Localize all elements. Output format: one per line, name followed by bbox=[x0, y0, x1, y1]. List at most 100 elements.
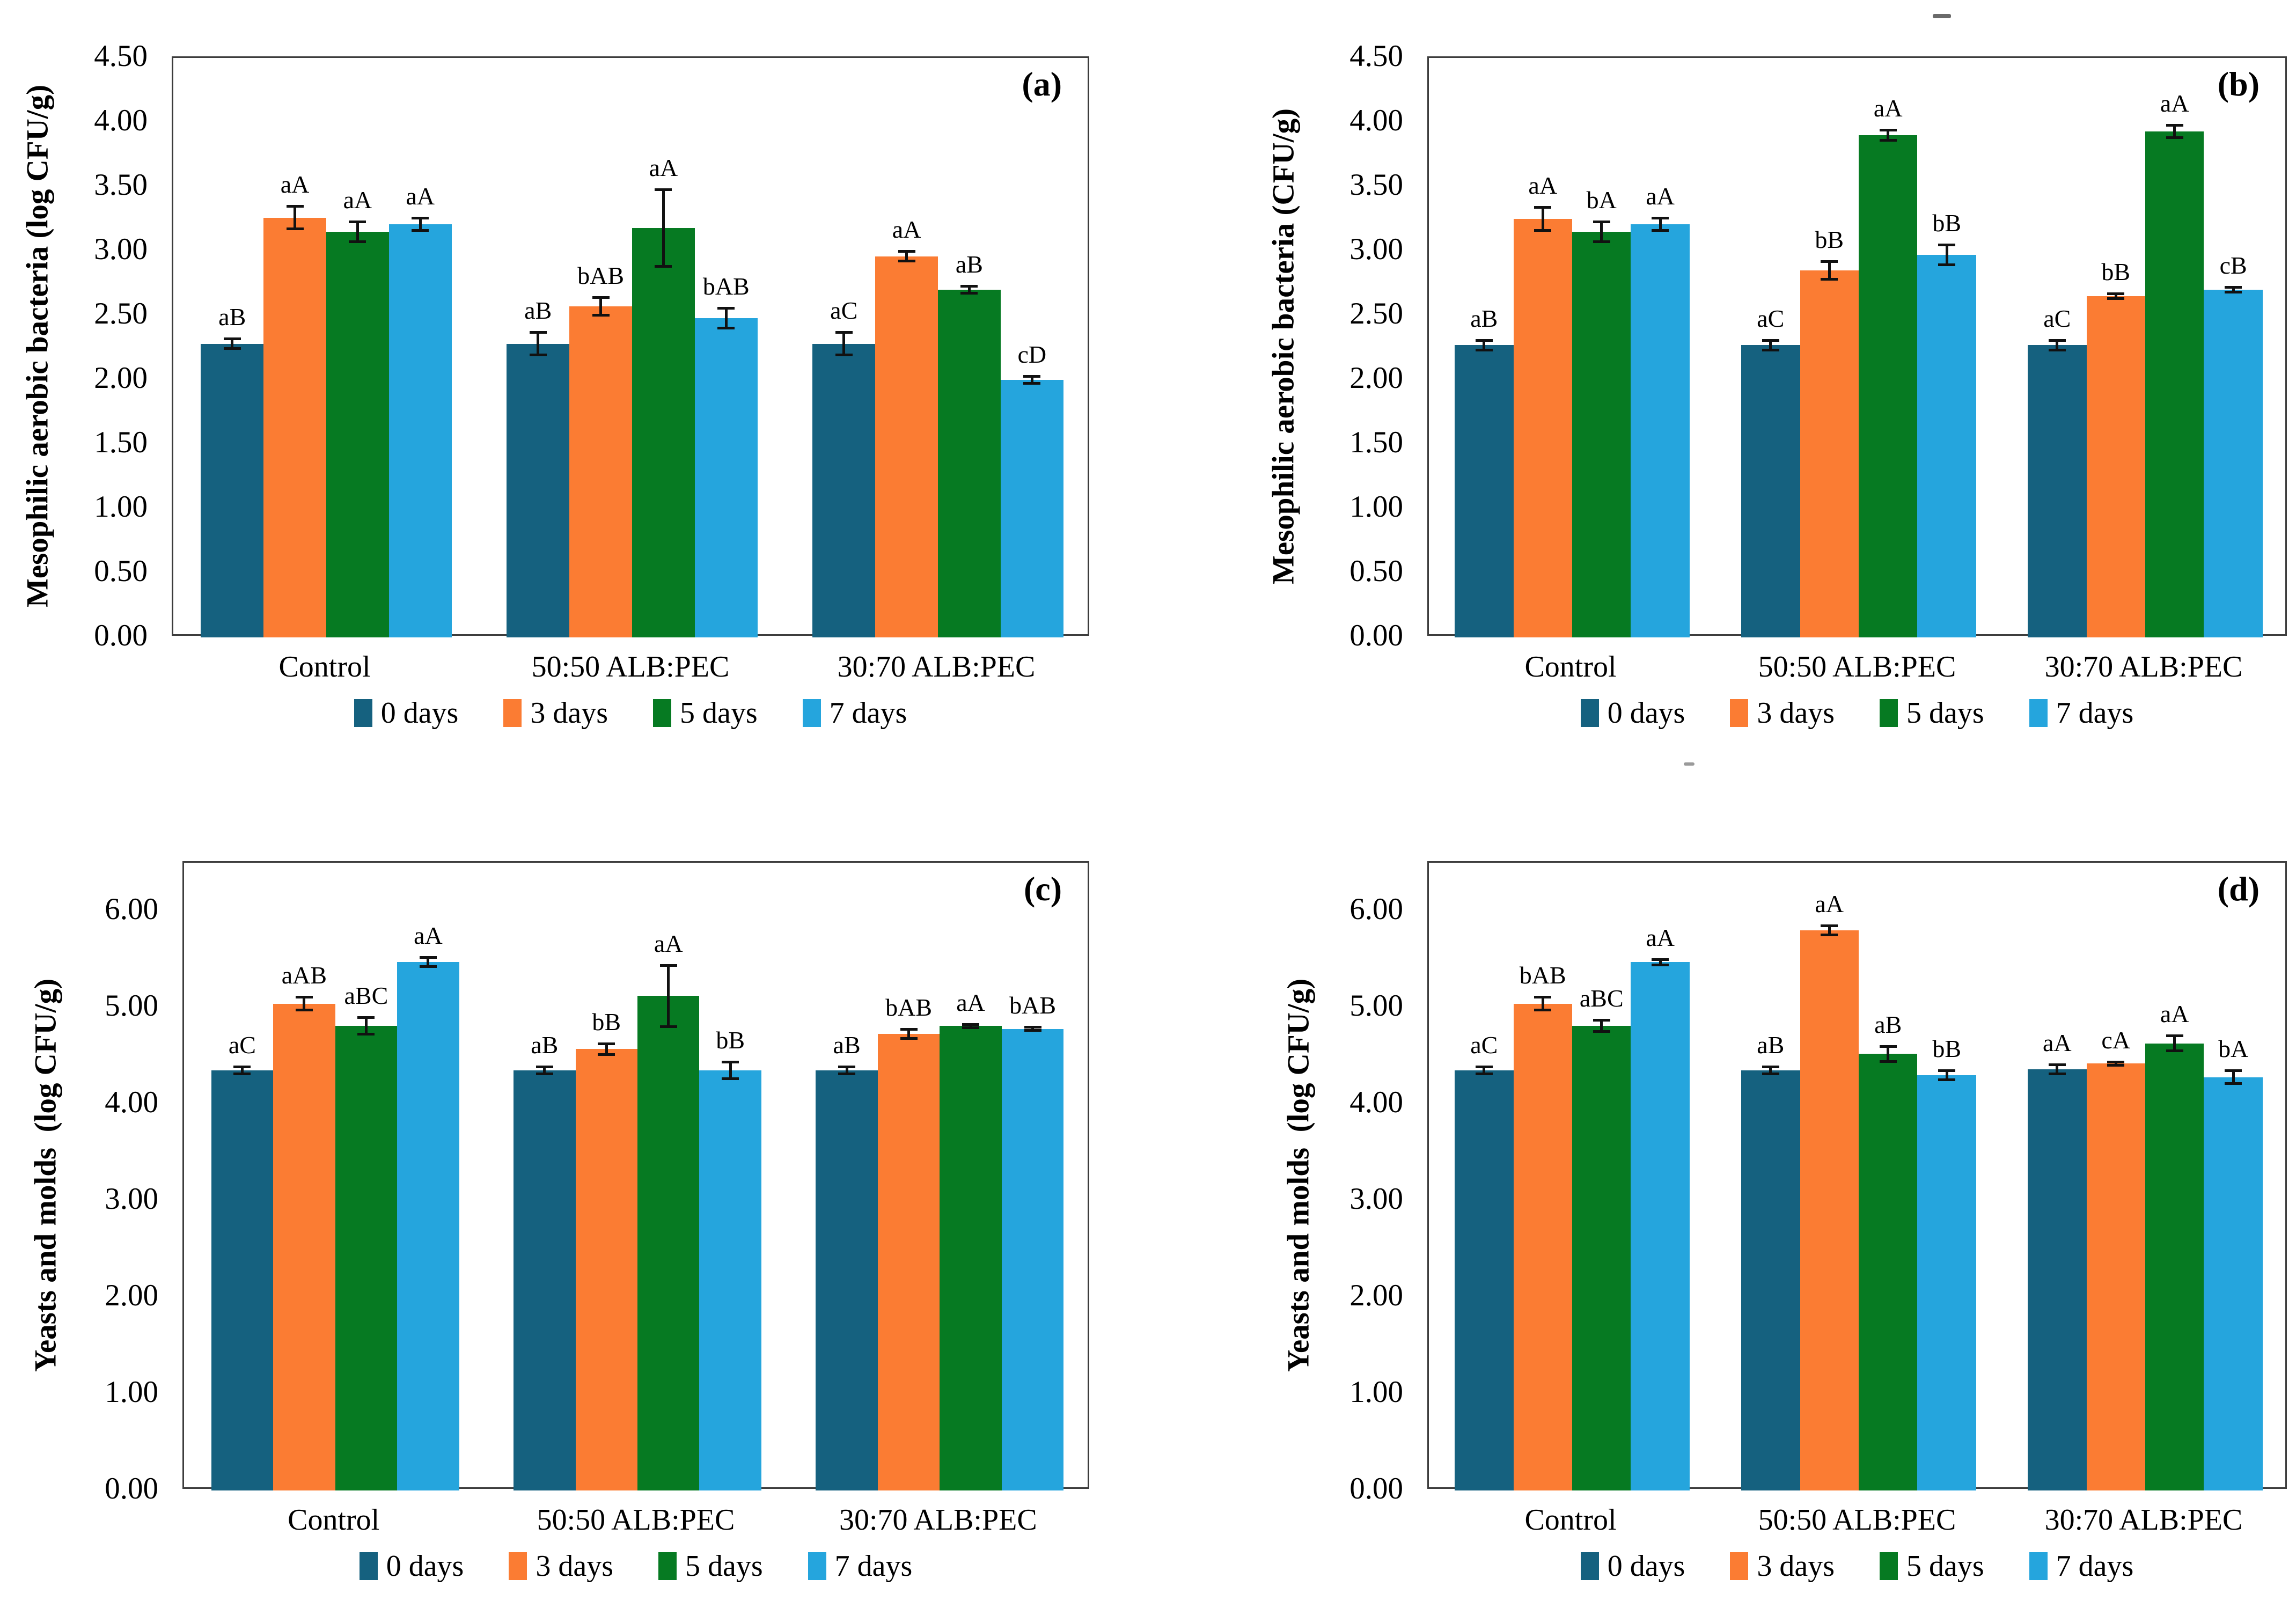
bar-0-days bbox=[2028, 345, 2087, 637]
error-bar-cap bbox=[835, 331, 853, 334]
x-category-label: Control bbox=[278, 650, 371, 684]
error-bar-cap bbox=[1652, 216, 1669, 219]
error-bar-cap bbox=[412, 229, 429, 232]
x-category-label: Control bbox=[288, 1503, 380, 1537]
bar-7-days bbox=[388, 224, 452, 637]
error-bar-cap bbox=[1821, 277, 1838, 281]
error-bar bbox=[2056, 340, 2059, 350]
bar-7-days bbox=[694, 318, 758, 637]
bar-7-days bbox=[1631, 224, 1690, 637]
error-bar bbox=[231, 339, 234, 349]
error-bar-cap bbox=[1821, 260, 1838, 263]
significance-label: bA bbox=[1586, 186, 1617, 214]
error-bar bbox=[1483, 340, 1486, 350]
y-tick-label: 4.00 bbox=[1349, 1085, 1403, 1119]
bar-5-days bbox=[1859, 135, 1918, 637]
error-bar bbox=[1541, 207, 1544, 231]
bar-7-days bbox=[1917, 255, 1976, 637]
legend-label: 7 days bbox=[834, 1549, 913, 1583]
error-bar bbox=[969, 1024, 972, 1028]
legend-item: 5 days bbox=[653, 696, 758, 730]
error-bar-cap bbox=[529, 331, 547, 334]
bar-0-days bbox=[507, 343, 570, 637]
bar-7-days bbox=[1631, 962, 1690, 1490]
bar-7-days bbox=[1000, 380, 1063, 637]
error-bar-cap bbox=[1879, 1045, 1897, 1048]
significance-label: aA bbox=[2160, 89, 2189, 117]
significance-label: aB bbox=[531, 1031, 559, 1059]
bar-5-days bbox=[1859, 1054, 1918, 1490]
y-tick-label: 4.00 bbox=[94, 104, 148, 137]
bar-5-days bbox=[326, 232, 389, 637]
error-bar-cap bbox=[1879, 138, 1897, 142]
error-bar-cap bbox=[722, 1060, 739, 1063]
significance-label: bA bbox=[2218, 1035, 2249, 1062]
x-category-label: 30:70 ALB:PEC bbox=[2044, 650, 2243, 684]
bar-0-days bbox=[201, 343, 264, 637]
bar-7-days bbox=[1001, 1029, 1064, 1490]
error-bar-cap bbox=[286, 205, 304, 208]
error-bar-cap bbox=[349, 220, 366, 223]
bar-3-days bbox=[2086, 1063, 2145, 1490]
bar-3-days bbox=[875, 256, 938, 637]
significance-label: aA bbox=[280, 171, 310, 198]
significance-label: aBC bbox=[1579, 985, 1624, 1012]
error-bar-cap bbox=[295, 1009, 313, 1012]
bar-3-days bbox=[1513, 1003, 1572, 1490]
legend-swatch-7-days bbox=[802, 699, 821, 727]
error-bar-cap bbox=[2107, 1064, 2125, 1067]
legend-item: 7 days bbox=[802, 696, 907, 730]
error-bar-cap bbox=[598, 1042, 615, 1045]
legend-swatch-5-days bbox=[658, 1552, 677, 1580]
significance-label: bB bbox=[1932, 1035, 1962, 1062]
legend-label: 3 days bbox=[1757, 1549, 1835, 1583]
y-tick-label: 3.00 bbox=[94, 232, 148, 266]
legend-label: 7 days bbox=[2056, 1549, 2134, 1583]
significance-label: bB bbox=[592, 1008, 621, 1035]
error-bar-cap bbox=[1879, 1060, 1897, 1063]
error-bar-cap bbox=[838, 1073, 856, 1076]
error-bar-cap bbox=[962, 1023, 980, 1026]
error-bar bbox=[729, 1061, 732, 1079]
error-bar-cap bbox=[722, 1077, 739, 1081]
error-bar-cap bbox=[1879, 129, 1897, 132]
panel-letter-c: (c) bbox=[1023, 870, 1062, 908]
error-bar-cap bbox=[412, 216, 429, 219]
significance-label: aB bbox=[524, 297, 552, 325]
y-tick-label: 2.00 bbox=[94, 361, 148, 395]
legend-label: 0 days bbox=[386, 1549, 464, 1583]
error-bar-cap bbox=[2048, 1063, 2066, 1067]
y-tick-label: 1.00 bbox=[105, 1375, 158, 1409]
error-bar-cap bbox=[1762, 339, 1779, 342]
bar-3-days bbox=[1800, 930, 1859, 1490]
error-bar bbox=[1769, 1066, 1772, 1075]
error-bar-cap bbox=[1821, 934, 1838, 936]
bar-5-days bbox=[1572, 1026, 1631, 1490]
error-bar bbox=[1828, 926, 1831, 935]
legend-label: 0 days bbox=[380, 696, 459, 730]
error-bar-cap bbox=[419, 965, 437, 968]
y-tick-label: 3.00 bbox=[1349, 1182, 1403, 1216]
bar-0-days bbox=[812, 343, 876, 637]
significance-label: aA bbox=[2042, 1029, 2072, 1057]
y-tick-label: 0.00 bbox=[1349, 1472, 1403, 1505]
x-category-label: 50:50 ALB:PEC bbox=[1758, 1503, 1956, 1537]
significance-label: aA bbox=[956, 988, 985, 1016]
error-bar-cap bbox=[1593, 1019, 1610, 1022]
error-bar-cap bbox=[2166, 123, 2183, 127]
error-bar-cap bbox=[1475, 348, 1493, 351]
error-bar bbox=[662, 189, 665, 267]
y-tick-label: 5.00 bbox=[1349, 989, 1403, 1023]
legend-label: 5 days bbox=[685, 1549, 763, 1583]
error-bar-cap bbox=[223, 347, 241, 350]
y-tick-label: 1.00 bbox=[94, 490, 148, 524]
y-tick-label: 6.00 bbox=[1349, 892, 1403, 926]
significance-label: aA bbox=[1528, 172, 1558, 200]
legend-item: 5 days bbox=[1880, 696, 1984, 730]
error-bar-cap bbox=[2166, 1034, 2183, 1038]
error-bar-cap bbox=[357, 1016, 375, 1019]
y-tick-label: 1.00 bbox=[1349, 1375, 1403, 1409]
legend-label: 5 days bbox=[1906, 696, 1984, 730]
